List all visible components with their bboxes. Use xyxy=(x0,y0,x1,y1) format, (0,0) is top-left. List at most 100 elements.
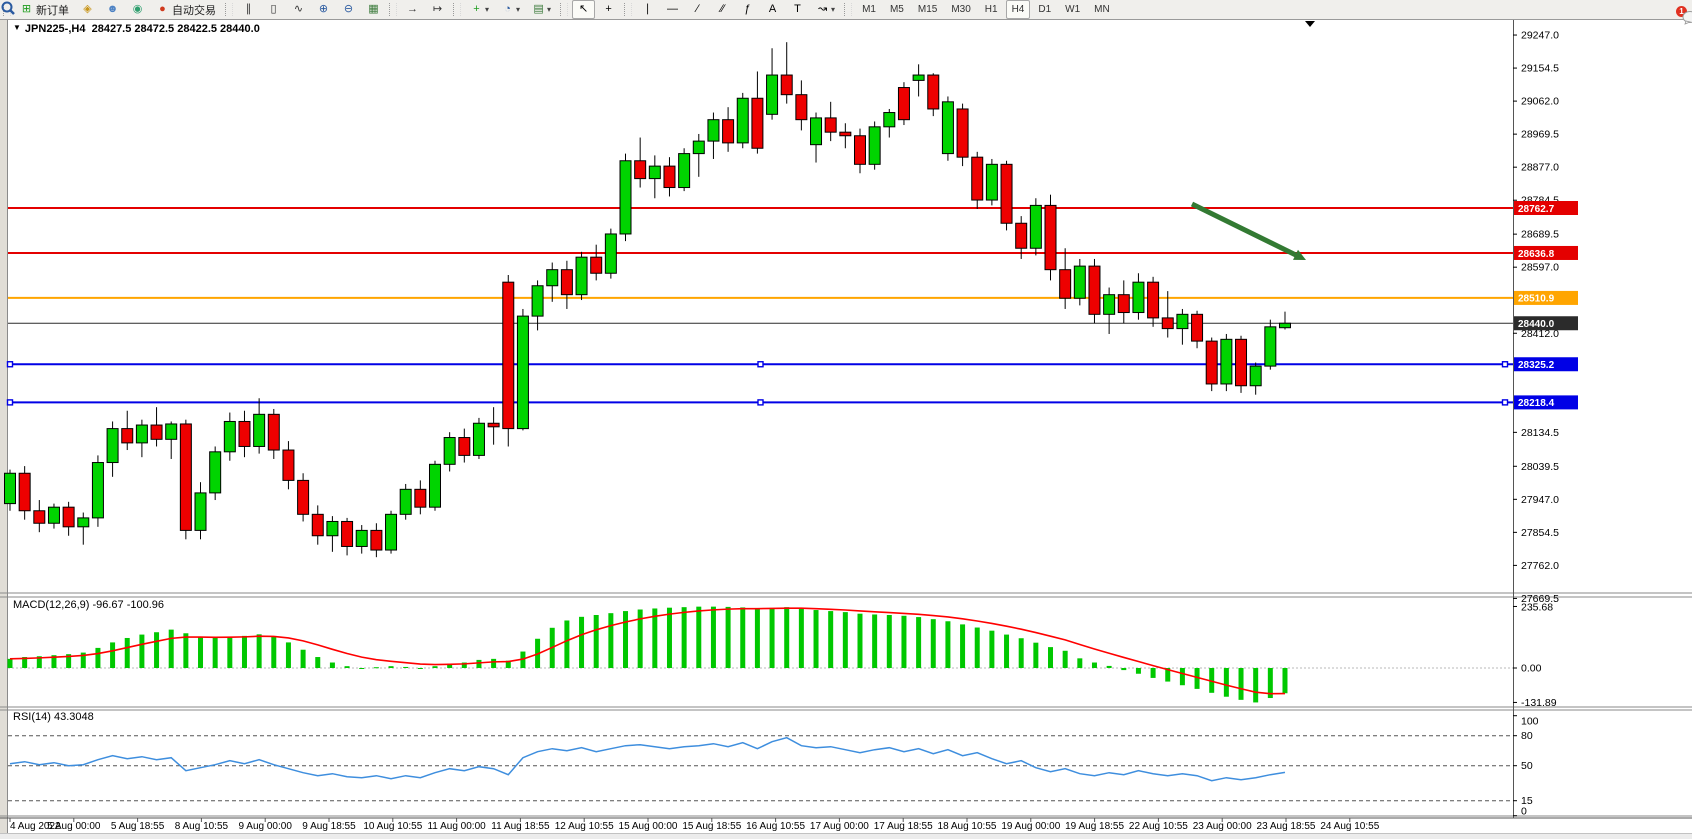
channel-button[interactable]: ∕∕ xyxy=(711,0,734,19)
hline-handle[interactable] xyxy=(757,399,764,406)
zoom-out-button[interactable]: ⊖ xyxy=(337,0,360,19)
price-tick-label: 28134.5 xyxy=(1521,427,1559,439)
macd-histogram-bar xyxy=(696,606,702,668)
auto-scroll-button[interactable]: → xyxy=(401,0,424,19)
candle-up xyxy=(77,517,90,528)
candle-down xyxy=(370,529,383,551)
candlestick-chart-button[interactable]: ▯ xyxy=(262,0,285,19)
indicators-icon: + xyxy=(473,3,480,15)
hline-price-tag-label: 28325.2 xyxy=(1518,360,1555,371)
community-button[interactable]: ☻ xyxy=(101,0,124,19)
rsi-line xyxy=(9,736,1286,782)
timeframe-h4-button[interactable]: H4 xyxy=(1005,0,1031,19)
crosshair-button[interactable]: + xyxy=(597,0,620,19)
timeframe-m5-button[interactable]: M5 xyxy=(889,4,904,15)
bar-chart-button[interactable]: ∥ xyxy=(237,0,260,19)
templates-icon: ▤ xyxy=(533,3,544,15)
macd-histogram-bar xyxy=(872,614,878,668)
signal-button[interactable]: ◉ xyxy=(126,0,149,19)
macd-histogram-bar xyxy=(1033,642,1039,668)
new-order-button[interactable]: ⊞ 新订单 xyxy=(15,0,74,19)
chart-shift-button[interactable]: ↦ xyxy=(426,0,449,19)
timeframe-m30-button[interactable]: M30 xyxy=(951,4,971,15)
macd-histogram-bar xyxy=(183,633,189,668)
timeframe-h1-button[interactable]: H1 xyxy=(984,4,998,15)
arrows-button[interactable]: ↝ ▾ xyxy=(811,0,840,19)
text-label-button[interactable]: T xyxy=(786,0,809,19)
timeframe-mn-button[interactable]: MN xyxy=(1094,4,1110,15)
fibonacci-button[interactable]: ƒ xyxy=(736,0,759,19)
periods-button[interactable]: ◔ ▾ xyxy=(496,0,525,19)
candle-up xyxy=(428,463,441,508)
trendline-button[interactable]: ∕ xyxy=(686,0,709,19)
new-order-icon: ⊞ xyxy=(21,3,32,15)
timeframe-w1-button[interactable]: W1 xyxy=(1065,4,1081,15)
chevron-down-icon[interactable]: ▾ xyxy=(516,5,521,14)
text-button[interactable]: A xyxy=(761,0,784,19)
zoom-in-button[interactable]: ⊕ xyxy=(312,0,335,19)
candle-down xyxy=(1088,265,1101,315)
candle-down xyxy=(853,135,866,165)
macd-histogram-bar xyxy=(754,608,760,668)
chevron-down-icon[interactable]: ▾ xyxy=(547,5,552,14)
chevron-down-icon[interactable]: ▾ xyxy=(485,5,490,14)
vertical-line-button[interactable]: ∣ xyxy=(636,0,659,19)
hline-price-tag-label: 28510.9 xyxy=(1518,294,1555,305)
search-icon[interactable] xyxy=(0,0,16,16)
macd-histogram-bar xyxy=(271,636,277,668)
status-bar xyxy=(0,833,1692,839)
horizontal-line-button[interactable]: ― xyxy=(661,0,684,19)
rsi-tick-label: 100 xyxy=(1521,716,1539,728)
candle-up xyxy=(1264,326,1277,367)
timeframe-m15-button[interactable]: M15 xyxy=(917,4,938,15)
bar-chart-icon: ∥ xyxy=(245,3,252,15)
line-chart-button[interactable]: ∿ xyxy=(287,0,310,19)
macd-histogram-bar xyxy=(66,654,72,668)
candle-down xyxy=(795,94,808,121)
price-tick-label: 27762.0 xyxy=(1521,560,1559,572)
macd-histogram-bar xyxy=(1267,668,1273,699)
macd-histogram-bar xyxy=(403,666,409,668)
templates-button[interactable]: ▤ ▾ xyxy=(527,0,556,19)
macd-histogram-bar xyxy=(154,632,160,668)
timeframe-d1-button[interactable]: D1 xyxy=(1038,4,1052,15)
macd-histogram-bar xyxy=(740,607,746,668)
chart-shift-marker[interactable] xyxy=(1305,21,1315,27)
candle-down xyxy=(1205,340,1218,385)
candle-up xyxy=(1176,313,1189,330)
hline-handle[interactable] xyxy=(6,399,14,406)
hline-handle[interactable] xyxy=(757,361,764,368)
trendline-icon: ∕ xyxy=(696,3,699,15)
chart-shift-icon: ↦ xyxy=(432,3,443,15)
time-label: 10 Aug 10:55 xyxy=(363,821,422,832)
chevron-down-icon[interactable]: ▾ xyxy=(831,5,836,14)
macd-tick-label: -131.89 xyxy=(1521,697,1557,709)
timeframe-m1-button[interactable]: M1 xyxy=(862,4,876,15)
macd-histogram-bar xyxy=(432,666,438,668)
macd-histogram-bar xyxy=(886,614,892,668)
macd-histogram-bar xyxy=(608,613,614,668)
candle-up xyxy=(575,256,588,296)
candle-down xyxy=(62,506,75,528)
indicators-button[interactable]: + ▾ xyxy=(465,0,494,19)
market-watch-button[interactable]: ◈ xyxy=(76,0,99,19)
hline-handle[interactable] xyxy=(1501,399,1509,406)
macd-tick-label: 235.68 xyxy=(1521,602,1553,614)
trend-arrow-head xyxy=(1293,249,1306,260)
macd-histogram-bar xyxy=(124,637,130,668)
trend-arrow-annotation[interactable] xyxy=(1190,201,1299,258)
tile-windows-button[interactable]: ▦ xyxy=(362,0,385,19)
ohlc-dropdown-arrow[interactable]: ▼ xyxy=(13,23,21,32)
hline-handle[interactable] xyxy=(1501,361,1509,368)
hline-handle[interactable] xyxy=(6,361,14,368)
macd-histogram-bar xyxy=(373,667,379,669)
macd-histogram-bar xyxy=(329,662,335,668)
autotrading-button[interactable]: ● 自动交易 xyxy=(151,0,221,19)
cursor-button[interactable]: ↖ xyxy=(572,0,596,19)
macd-histogram-bar xyxy=(1282,668,1288,694)
price-tick-label: 27947.0 xyxy=(1521,494,1559,506)
macd-histogram-bar xyxy=(1165,668,1171,682)
rsi-tick-label: 15 xyxy=(1521,795,1533,807)
macd-histogram-bar xyxy=(241,635,247,668)
